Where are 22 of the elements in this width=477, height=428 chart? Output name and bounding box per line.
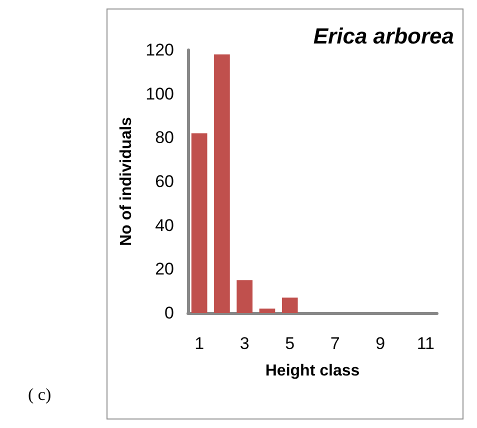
y-tick-label: 20 [155, 260, 174, 279]
bar [236, 280, 253, 313]
text: ( c) [28, 385, 52, 404]
x-tick-label: 5 [285, 334, 295, 353]
x-tick-label: 7 [330, 334, 340, 353]
bar [191, 133, 208, 313]
y-axis-title: No of individuals [118, 116, 136, 246]
bar [259, 308, 276, 313]
x-axis-title: Height class [265, 362, 360, 380]
y-tick-label: 40 [155, 216, 174, 235]
y-tick-label: 100 [146, 84, 174, 104]
x-tick-label: 1 [194, 334, 204, 353]
x-tick-label: 3 [240, 334, 250, 353]
bar [282, 298, 298, 313]
x-tick-label: 11 [416, 334, 435, 353]
y-tick-label: 80 [155, 128, 174, 148]
y-tick-label: 60 [155, 172, 174, 191]
y-tick-label: 120 [146, 40, 174, 60]
chart-title: Erica arborea [313, 24, 454, 48]
y-tick-label: 0 [164, 304, 174, 322]
bar [214, 54, 230, 313]
x-tick-label: 9 [376, 334, 386, 353]
